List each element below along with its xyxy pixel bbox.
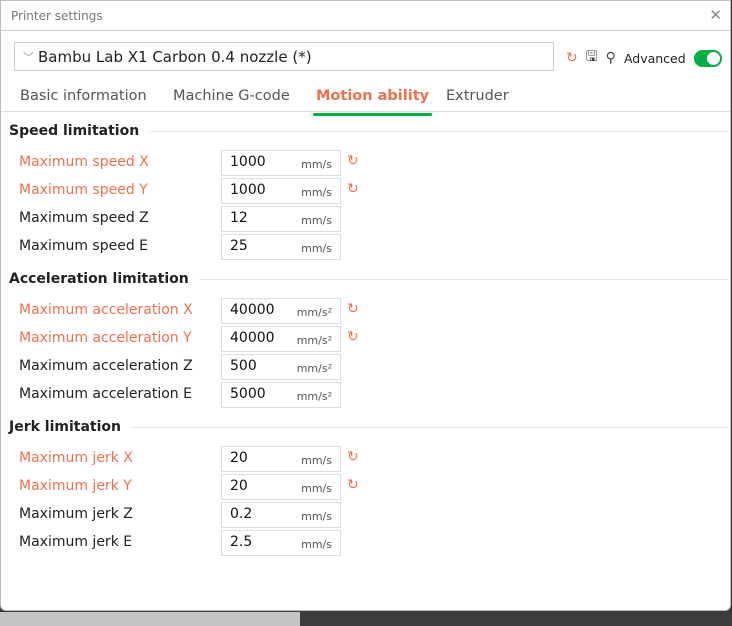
setting-row: Maximum jerk E 2.5 mm/s <box>19 530 379 556</box>
tab-extruder[interactable]: Extruder <box>446 88 509 104</box>
setting-input[interactable]: 1000 mm/s <box>221 150 341 176</box>
tab-basic-information[interactable]: Basic information <box>20 88 147 104</box>
unit-label: mm/s² <box>296 334 332 347</box>
setting-row: Maximum speed Y 1000 mm/s ↻ <box>19 178 379 204</box>
setting-input[interactable]: 2.5 mm/s <box>221 530 341 556</box>
unit-label: mm/s <box>301 538 332 551</box>
section-title: Speed limitation <box>9 123 140 139</box>
setting-input[interactable]: 1000 mm/s <box>221 178 341 204</box>
advanced-label: Advanced <box>623 50 686 66</box>
unit-label: mm/s <box>301 454 332 467</box>
background-panel <box>0 612 300 626</box>
reset-icon[interactable]: ↻ <box>347 449 359 465</box>
preset-dropdown[interactable]: ﹀ Bambu Lab X1 Carbon 0.4 nozzle (*) <box>14 42 554 71</box>
setting-label: Maximum jerk X <box>19 450 133 466</box>
section-heading: Speed limitation <box>9 123 729 139</box>
setting-input[interactable]: 40000 mm/s² <box>221 326 341 352</box>
unit-label: mm/s² <box>296 390 332 403</box>
advanced-toggle[interactable] <box>693 49 722 67</box>
unit-label: mm/s <box>301 242 332 255</box>
setting-row: Maximum speed E 25 mm/s <box>19 234 379 260</box>
chevron-down-icon: ﹀ <box>23 50 34 64</box>
setting-input[interactable]: 0.2 mm/s <box>221 502 341 528</box>
setting-row: Maximum speed X 1000 mm/s ↻ <box>19 150 379 176</box>
setting-label: Maximum speed X <box>19 154 149 170</box>
setting-input[interactable]: 500 mm/s² <box>221 354 341 380</box>
save-icon[interactable]: 🖫 <box>585 49 598 65</box>
setting-input[interactable]: 20 mm/s <box>221 474 341 500</box>
setting-label: Maximum acceleration E <box>19 386 192 402</box>
setting-value[interactable]: 40000 <box>230 302 275 318</box>
reset-icon[interactable]: ↻ <box>566 50 578 66</box>
unit-label: mm/s <box>301 158 332 171</box>
reset-icon[interactable]: ↻ <box>347 329 359 345</box>
setting-input[interactable]: 5000 mm/s² <box>221 382 341 408</box>
setting-value[interactable]: 500 <box>230 358 257 374</box>
setting-label: Maximum acceleration Z <box>19 358 193 374</box>
setting-value[interactable]: 2.5 <box>230 534 253 550</box>
setting-input[interactable]: 40000 mm/s² <box>221 298 341 324</box>
setting-label: Maximum jerk E <box>19 534 133 550</box>
setting-value[interactable]: 25 <box>230 238 248 254</box>
setting-row: Maximum acceleration E 5000 mm/s² <box>19 382 379 408</box>
setting-row: Maximum jerk Y 20 mm/s ↻ <box>19 474 379 500</box>
setting-label: Maximum acceleration X <box>19 302 193 318</box>
reset-icon[interactable]: ↻ <box>347 153 359 169</box>
reset-icon[interactable]: ↻ <box>347 181 359 197</box>
setting-label: Maximum acceleration Y <box>19 330 192 346</box>
reset-icon[interactable]: ↻ <box>347 477 359 493</box>
setting-row: Maximum acceleration Y 40000 mm/s² ↻ <box>19 326 379 352</box>
tab-motion-ability[interactable]: Motion ability <box>312 88 433 116</box>
setting-value[interactable]: 1000 <box>230 154 266 170</box>
unit-label: mm/s <box>301 214 332 227</box>
unit-label: mm/s <box>301 510 332 523</box>
setting-value[interactable]: 20 <box>230 478 248 494</box>
printer-settings-dialog: Printer settings ✕ ﹀ Bambu Lab X1 Carbon… <box>0 0 731 611</box>
reset-icon[interactable]: ↻ <box>347 301 359 317</box>
section-title: Jerk limitation <box>9 419 121 435</box>
setting-input[interactable]: 20 mm/s <box>221 446 341 472</box>
section-heading: Acceleration limitation <box>9 271 729 287</box>
title-bar: Printer settings ✕ <box>1 1 730 31</box>
section-heading: Jerk limitation <box>9 419 729 435</box>
setting-row: Maximum acceleration Z 500 mm/s² <box>19 354 379 380</box>
setting-row: Maximum jerk X 20 mm/s ↻ <box>19 446 379 472</box>
close-icon[interactable]: ✕ <box>709 6 722 24</box>
setting-input[interactable]: 12 mm/s <box>221 206 341 232</box>
unit-label: mm/s² <box>296 362 332 375</box>
setting-value[interactable]: 1000 <box>230 182 266 198</box>
setting-label: Maximum jerk Z <box>19 506 133 522</box>
section-title: Acceleration limitation <box>9 271 189 287</box>
tab-bar: Basic information Machine G-code Motion … <box>1 83 730 116</box>
preset-value: Bambu Lab X1 Carbon 0.4 nozzle (*) <box>38 47 312 66</box>
tab-machine-gcode[interactable]: Machine G-code <box>173 88 290 104</box>
setting-value[interactable]: 20 <box>230 450 248 466</box>
setting-row: Maximum acceleration X 40000 mm/s² ↻ <box>19 298 379 324</box>
setting-row: Maximum jerk Z 0.2 mm/s <box>19 502 379 528</box>
setting-input[interactable]: 25 mm/s <box>221 234 341 260</box>
setting-label: Maximum speed Z <box>19 210 149 226</box>
setting-value[interactable]: 5000 <box>230 386 266 402</box>
setting-label: Maximum jerk Y <box>19 478 132 494</box>
window-title: Printer settings <box>11 8 103 23</box>
unit-label: mm/s² <box>296 306 332 319</box>
setting-value[interactable]: 40000 <box>230 330 275 346</box>
unit-label: mm/s <box>301 186 332 199</box>
setting-value[interactable]: 12 <box>230 210 248 226</box>
unit-label: mm/s <box>301 482 332 495</box>
search-icon[interactable]: ⚲ <box>605 50 616 66</box>
setting-value[interactable]: 0.2 <box>230 506 253 522</box>
setting-row: Maximum speed Z 12 mm/s <box>19 206 379 232</box>
setting-label: Maximum speed Y <box>19 182 148 198</box>
setting-label: Maximum speed E <box>19 238 149 254</box>
